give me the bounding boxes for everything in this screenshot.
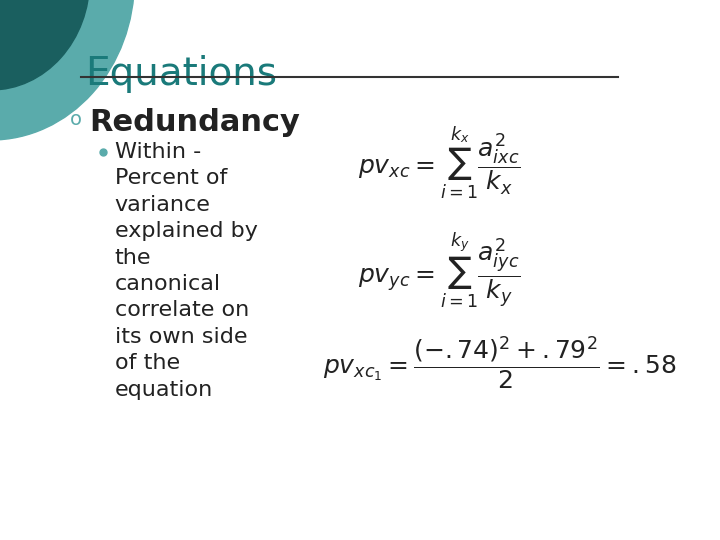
Text: $pv_{xc_1} = \dfrac{(-.74)^2 + .79^2}{2} = .58$: $pv_{xc_1} = \dfrac{(-.74)^2 + .79^2}{2}… xyxy=(323,335,676,392)
Text: Redundancy: Redundancy xyxy=(89,108,300,137)
Text: $pv_{yc} = \sum_{i=1}^{k_y} \dfrac{a_{iyc}^{2}}{k_y}$: $pv_{yc} = \sum_{i=1}^{k_y} \dfrac{a_{iy… xyxy=(359,230,521,310)
Text: $pv_{xc} = \sum_{i=1}^{k_x} \dfrac{a_{ixc}^{2}}{k_x}$: $pv_{xc} = \sum_{i=1}^{k_x} \dfrac{a_{ix… xyxy=(359,125,521,202)
Circle shape xyxy=(0,0,89,90)
Text: Within -
Percent of
variance
explained by
the
canonical
correlate on
its own sid: Within - Percent of variance explained b… xyxy=(114,142,258,400)
Text: o: o xyxy=(70,110,82,129)
Text: Equations: Equations xyxy=(85,55,277,93)
Circle shape xyxy=(0,0,135,140)
